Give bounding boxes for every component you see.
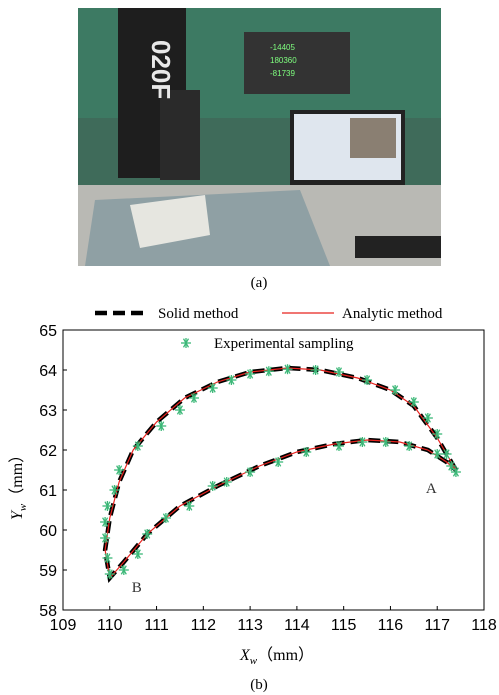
data-point	[104, 569, 115, 579]
data-point	[207, 481, 218, 491]
data-point	[380, 437, 391, 447]
y-tick-label: 64	[39, 363, 57, 380]
data-point	[301, 447, 312, 457]
annotation: B	[132, 580, 142, 596]
data-point	[160, 513, 171, 523]
plot-frame	[62, 329, 485, 611]
data-point	[408, 397, 419, 407]
y-tick-label: 60	[39, 523, 57, 540]
y-tick-label: 63	[39, 403, 57, 420]
y-tick-label: 61	[39, 483, 57, 500]
data-point	[174, 405, 185, 415]
x-axis-label-unit: （mm）	[257, 646, 314, 664]
x-tick-label: 117	[424, 617, 450, 634]
data-point	[188, 393, 199, 403]
data-point	[132, 441, 143, 451]
data-point	[362, 375, 373, 385]
machine-head	[160, 90, 200, 180]
data-point	[441, 449, 452, 459]
data-point	[132, 549, 143, 559]
y-tick-label: 58	[39, 603, 57, 620]
data-point	[102, 501, 113, 511]
y-axis-label-unit: （mm）	[8, 447, 26, 504]
legend-label: Experimental sampling	[214, 336, 354, 352]
data-point	[404, 441, 415, 451]
caption: (b)	[250, 677, 268, 693]
readout: -81739	[270, 69, 295, 78]
data-point	[333, 441, 344, 451]
data-point	[114, 465, 125, 475]
machine-label: 020F	[146, 40, 176, 99]
annotation: A	[426, 481, 437, 497]
readout-panel	[244, 32, 350, 94]
legend-label: Solid method	[158, 306, 239, 322]
data-point	[245, 369, 256, 379]
data-point	[450, 467, 461, 477]
y-tick-label: 65	[39, 323, 57, 340]
keyboard	[355, 236, 441, 258]
y-axis-label: Yw（mm）	[8, 447, 29, 520]
data-point	[100, 533, 111, 543]
data-point	[221, 477, 232, 487]
data-point	[156, 421, 167, 431]
x-tick-label: 116	[378, 617, 404, 634]
x-tick-label: 115	[331, 617, 357, 634]
data-point	[273, 457, 284, 467]
data-point	[102, 553, 113, 563]
data-point	[184, 501, 195, 511]
y-axis-label-sub: w	[17, 503, 29, 511]
data-point	[207, 383, 218, 393]
y-axis-label-main: Y	[9, 509, 26, 520]
x-tick-label: 109	[50, 617, 77, 634]
x-tick-label: 112	[191, 617, 217, 634]
data-point	[422, 413, 433, 423]
data-point	[310, 365, 321, 375]
x-axis-label-main: X	[239, 647, 251, 664]
x-tick-label: 118	[471, 617, 497, 634]
screen-image	[350, 118, 396, 158]
legend-label: Analytic method	[342, 306, 443, 322]
data-point	[333, 367, 344, 377]
photo: 020F -14405 180360 -81739	[78, 8, 441, 266]
data-point	[118, 565, 129, 575]
data-point	[100, 517, 111, 527]
x-axis-label: Xw（mm）	[239, 646, 314, 667]
x-axis-label-sub: w	[250, 655, 258, 667]
data-point	[226, 375, 237, 385]
y-tick-label: 59	[39, 563, 57, 580]
data-point	[446, 461, 457, 471]
data-point	[390, 385, 401, 395]
data-point	[282, 364, 293, 375]
y-tick-label: 62	[39, 443, 57, 460]
data-point	[142, 529, 153, 539]
data-point	[245, 467, 256, 477]
workpiece	[130, 195, 210, 248]
x-tick-label: 113	[237, 617, 263, 634]
x-tick-label: 114	[284, 617, 310, 634]
data-point	[263, 366, 274, 377]
series-line	[104, 367, 457, 580]
data-point	[432, 429, 443, 439]
x-tick-label: 110	[97, 617, 123, 634]
readout: -14405	[270, 43, 295, 52]
readout: 180360	[270, 56, 297, 65]
caption: (a)	[251, 275, 268, 291]
data-point	[357, 437, 368, 447]
x-tick-label: 111	[144, 617, 168, 634]
data-point	[432, 449, 443, 459]
data-point	[109, 485, 120, 495]
